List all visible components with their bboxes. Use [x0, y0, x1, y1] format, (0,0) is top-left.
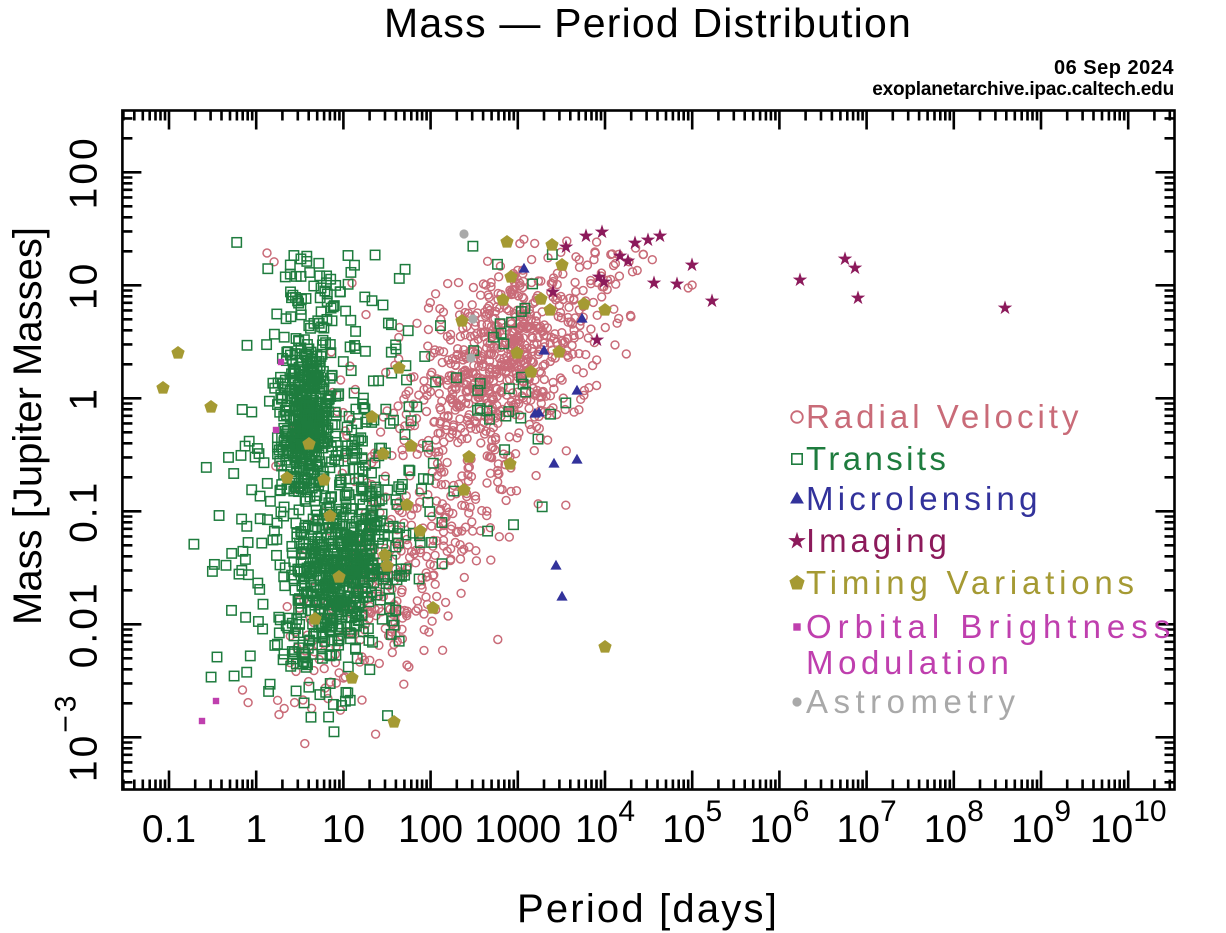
svg-text:1: 1: [63, 386, 106, 411]
svg-text:Timing Variations: Timing Variations: [806, 564, 1139, 601]
svg-text:0.1: 0.1: [63, 480, 106, 543]
svg-text:1000: 1000: [474, 808, 561, 851]
svg-text:Mass — Period Distribution: Mass — Period Distribution: [384, 0, 912, 46]
svg-text:0.1: 0.1: [142, 808, 196, 851]
svg-text:Imaging: Imaging: [806, 522, 951, 559]
svg-text:Orbital Brightness: Orbital Brightness: [806, 608, 1176, 645]
svg-text:0.01: 0.01: [63, 580, 106, 668]
svg-text:10: 10: [63, 261, 106, 310]
svg-text:Microlensing: Microlensing: [806, 480, 1042, 517]
svg-text:100: 100: [63, 135, 106, 209]
svg-text:Period [days]: Period [days]: [517, 887, 779, 931]
svg-text:100: 100: [398, 808, 463, 851]
svg-text:06 Sep 2024: 06 Sep 2024: [1054, 57, 1174, 79]
svg-text:10: 10: [322, 808, 365, 851]
svg-text:Astrometry: Astrometry: [806, 683, 1021, 720]
svg-text:Modulation: Modulation: [806, 644, 1013, 681]
svg-text:Radial Velocity: Radial Velocity: [806, 398, 1082, 435]
svg-text:1: 1: [245, 808, 267, 851]
svg-text:exoplanetarchive.ipac.caltech.: exoplanetarchive.ipac.caltech.edu: [872, 79, 1174, 100]
svg-text:Transits: Transits: [806, 440, 949, 477]
svg-text:Mass [Jupiter Masses]: Mass [Jupiter Masses]: [6, 227, 50, 625]
